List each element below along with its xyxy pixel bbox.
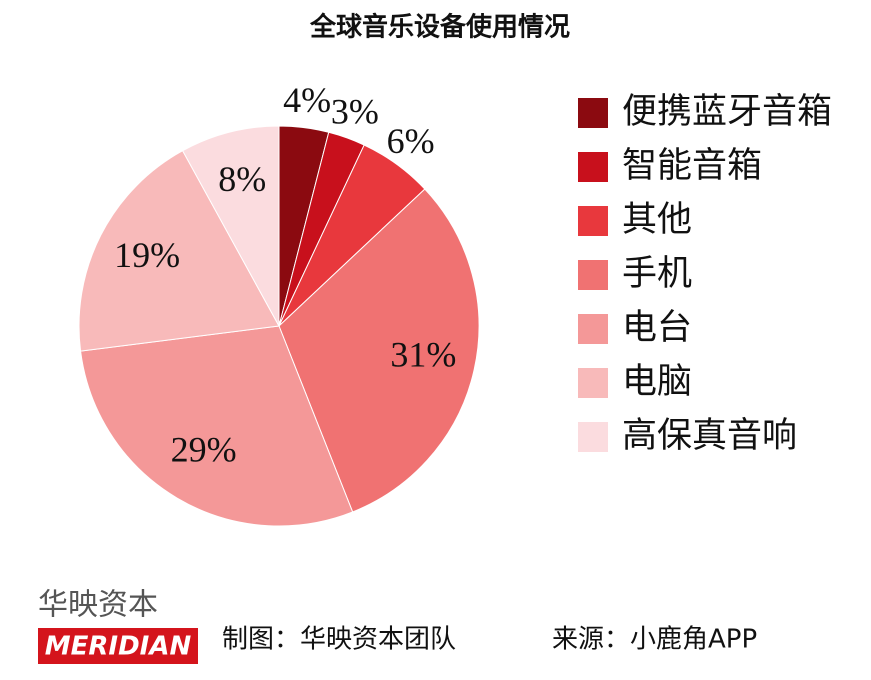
legend-label: 电台 [622, 308, 692, 348]
pie-slice [78, 150, 280, 352]
pie: 4% 3%6% 31% 29% 19% 8% [78, 80, 480, 527]
logo-brand: MERIDIAN [45, 632, 192, 662]
slice-label: 8% [218, 159, 266, 199]
legend-swatch [578, 206, 608, 236]
pie-slice [278, 188, 480, 513]
logo-box [38, 628, 198, 664]
legend-swatch [578, 368, 608, 398]
slice-label: 31% [390, 335, 456, 375]
chart-title: 全球音乐设备使用情况 [309, 12, 570, 43]
logo-text: 华映资本 [38, 588, 158, 623]
legend-label: 便携蓝牙音箱 [622, 92, 832, 132]
slice-label: 29% [171, 430, 237, 470]
slice-label: 3% [331, 92, 379, 132]
legend-label: 电脑 [622, 362, 692, 402]
legend-label: 其他 [622, 200, 692, 240]
legend-label: 智能音箱 [622, 146, 762, 186]
slice-label: 4% [283, 80, 331, 120]
legend-swatch [578, 98, 608, 128]
credit: 制图：华映资本团队 [222, 625, 456, 655]
legend-swatch [578, 260, 608, 290]
pie-slice [80, 325, 354, 527]
source: 来源：小鹿角APP [552, 625, 757, 655]
legend-swatch [578, 422, 608, 452]
legend-label: 手机 [622, 254, 692, 294]
legend-label: 高保真音响 [622, 416, 797, 456]
legend-swatch [578, 314, 608, 344]
pie-slice [181, 125, 280, 327]
legend-swatch [578, 152, 608, 182]
slice-label: 19% [114, 235, 180, 275]
slice-label: 6% [387, 121, 435, 161]
